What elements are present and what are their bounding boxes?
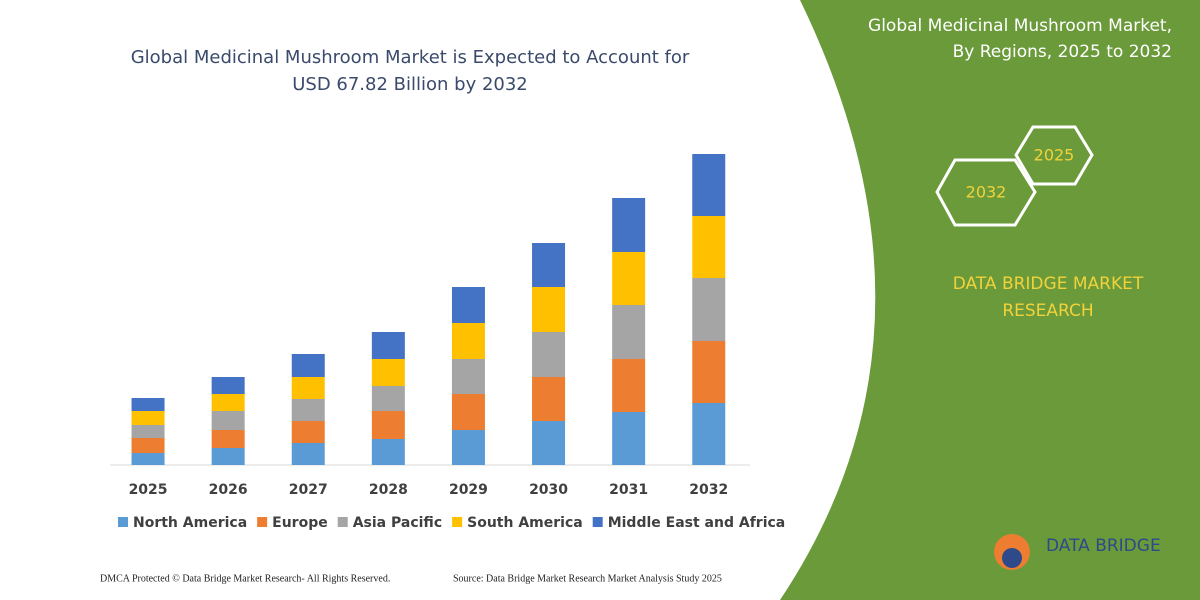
bar-segment [532,287,566,332]
bar-segment [532,421,566,465]
panel-title: Global Medicinal Mushroom Market, [868,16,1172,36]
x-tick-label: 2029 [449,482,488,498]
bar-segment [612,252,646,305]
x-tick-label: 2032 [689,482,728,498]
bar-segment [532,377,566,421]
bar-segment [211,377,245,394]
bar-segment [451,394,485,430]
legend-swatch [257,517,268,527]
bar-segment [371,359,405,386]
bar-segment [131,398,165,411]
x-tick-label: 2028 [369,482,408,498]
bar-segment [451,323,485,359]
hex-label: 2025 [1034,146,1075,165]
bar-segment [451,287,485,323]
bar-segment [131,438,165,453]
bar-segment [291,421,325,443]
bar-segment [692,216,726,278]
hexagon [935,158,1037,227]
legend-label: Europe [272,515,328,531]
hex-label: 2032 [966,183,1007,202]
logo-icon [1002,548,1022,568]
bar-segment [612,305,646,359]
title: USD 67.82 Billion by 2032 [292,74,528,95]
bar-segment [451,359,485,394]
legend-label: South America [467,515,583,531]
bar-segment [692,341,726,403]
bar-segment [371,332,405,359]
bar-segment [692,154,726,216]
green-panel [780,0,1200,600]
legend-swatch [337,517,348,527]
bar-segment [612,198,646,252]
bar-segment [291,399,325,421]
bar-segment [451,430,485,465]
legend-label: Asia Pacific [353,515,442,531]
bar-segment [211,411,245,430]
bar-segment [291,443,325,465]
legend-label: Middle East and Africa [608,515,786,531]
legend-swatch [592,517,603,527]
legend-swatch [452,517,463,527]
bar-segment [692,403,726,465]
x-tick-label: 2025 [129,482,168,498]
bar-segment [291,377,325,399]
title: Global Medicinal Mushroom Market is Expe… [131,47,690,68]
bar-segment [612,359,646,412]
footer-left: DMCA Protected © Data Bridge Market Rese… [100,573,390,584]
x-tick-label: 2026 [209,482,248,498]
bar-segment [211,448,245,465]
legend-label: North America [133,515,247,531]
bar-segment [131,453,165,465]
bar-segment [211,430,245,448]
hexagon [1014,125,1094,186]
bar-segment [371,439,405,465]
legend-swatch [118,517,128,527]
bar-segment [211,394,245,411]
bar-segment [371,411,405,439]
x-tick-label: 2030 [529,482,568,498]
footer-right: Source: Data Bridge Market Research Mark… [453,573,722,584]
logo-text: DATA BRIDGE [1046,536,1161,556]
bar-segment [692,278,726,341]
x-tick-label: 2031 [609,482,648,498]
bar-segment [291,354,325,377]
brand: RESEARCH [1002,301,1093,321]
panel-title: By Regions, 2025 to 2032 [953,42,1172,62]
bar-segment [532,332,566,377]
bar-segment [532,243,566,287]
brand: DATA BRIDGE MARKET [953,274,1144,294]
bar-segment [131,425,165,438]
bar-segment [131,411,165,425]
x-tick-label: 2027 [289,482,328,498]
bar-segment [612,412,646,465]
bar-segment [371,386,405,411]
